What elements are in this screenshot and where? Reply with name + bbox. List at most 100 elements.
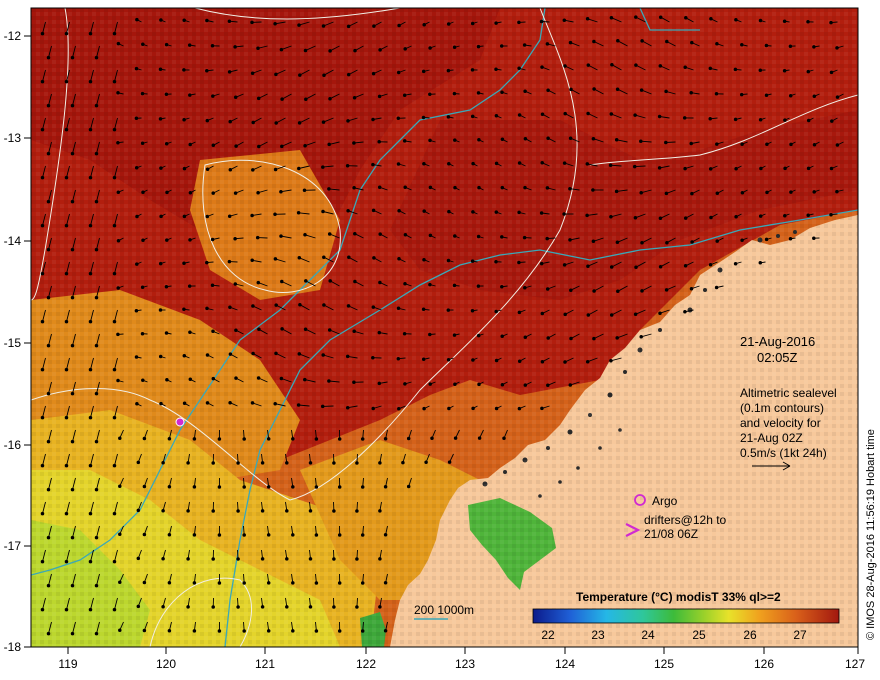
velocity-vector <box>641 89 652 95</box>
velocity-vector-head <box>88 175 93 180</box>
velocity-vector-head <box>46 151 51 156</box>
velocity-vector-head <box>476 284 481 288</box>
velocity-vector <box>593 88 604 95</box>
velocity-vector-head <box>585 213 589 218</box>
velocity-vector-head <box>94 55 99 60</box>
velocity-vector-head <box>639 190 643 195</box>
velocity-vector-head <box>64 223 69 228</box>
velocity-vector <box>96 141 100 154</box>
velocity-vector-head <box>634 63 638 67</box>
velocity-vector-head <box>608 163 613 167</box>
velocity-vector <box>275 117 286 124</box>
velocity-vector-head <box>371 117 375 122</box>
velocity-vector-head <box>378 557 382 561</box>
velocity-vector-head <box>352 95 357 100</box>
velocity-vector-head <box>136 604 141 609</box>
velocity-vector-head <box>523 286 527 290</box>
velocity-vector <box>72 621 76 634</box>
velocity-vector-head <box>353 279 357 284</box>
velocity-vector-head <box>228 119 232 124</box>
legend-line: 0.5m/s (1kt 24h) <box>740 446 827 460</box>
velocity-vector-head <box>142 628 147 633</box>
velocity-vector-head <box>266 533 271 537</box>
velocity-vector <box>304 234 316 239</box>
velocity-vector-head <box>337 485 342 489</box>
velocity-vector-head <box>266 437 271 441</box>
velocity-vector-head <box>332 461 336 465</box>
velocity-vector-head <box>291 437 295 441</box>
velocity-vector-head <box>228 400 232 405</box>
velocity-vector <box>610 213 622 218</box>
velocity-vector-head <box>40 319 45 324</box>
velocity-vector <box>617 40 628 47</box>
velocity-vector-head <box>539 19 544 24</box>
velocity-vector-head <box>758 68 763 72</box>
velocity-vector-head <box>640 289 644 293</box>
velocity-vector-head <box>210 237 215 242</box>
velocity-vector-head <box>835 189 839 194</box>
velocity-vector-head <box>640 241 644 245</box>
velocity-vector <box>593 138 604 143</box>
velocity-vector-head <box>46 391 51 396</box>
velocity-vector-head <box>308 557 313 561</box>
velocity-vector <box>593 333 604 340</box>
velocity-vector-head <box>46 199 51 204</box>
velocity-vector-head <box>88 223 93 228</box>
velocity-vector-head <box>328 96 332 101</box>
velocity-vector-head <box>337 533 342 537</box>
velocity-vector <box>635 309 646 315</box>
velocity-vector-head <box>657 114 662 119</box>
velocity-vector-head <box>568 383 573 387</box>
velocity-vector-head <box>332 605 336 609</box>
velocity-vector-head <box>236 461 240 465</box>
velocity-vector-head <box>159 18 163 22</box>
velocity-vector-head <box>346 119 350 123</box>
velocity-vector-head <box>739 92 744 97</box>
velocity-vector-head <box>715 239 719 243</box>
velocity-vector-head <box>545 287 550 291</box>
velocity-vector-head <box>40 175 45 180</box>
velocity-vector-head <box>64 127 69 132</box>
velocity-vector-head <box>112 271 117 276</box>
velocity-vector-head <box>298 73 302 77</box>
velocity-vector-head <box>236 557 240 561</box>
velocity-vector-head <box>494 358 499 363</box>
velocity-vector <box>616 139 628 143</box>
velocity-vector-head <box>586 111 590 116</box>
velocity-vector-head <box>46 55 51 60</box>
velocity-vector-head <box>285 509 289 513</box>
velocity-vector-head <box>740 142 744 146</box>
velocity-vector-head <box>471 210 475 214</box>
velocity-vector-head <box>135 262 139 266</box>
velocity-vector <box>42 117 46 130</box>
velocity-vector-head <box>522 43 527 47</box>
velocity-vector-head <box>683 264 688 268</box>
sst-texture <box>31 8 858 647</box>
velocity-vector-head <box>428 332 432 337</box>
velocity-vector-head <box>251 168 255 172</box>
velocity-vector-head <box>371 305 376 309</box>
velocity-vector-head <box>664 191 669 196</box>
velocity-vector-head <box>352 380 356 385</box>
velocity-vector-head <box>347 255 351 260</box>
velocity-vector-head <box>274 121 278 125</box>
velocity-vector <box>114 501 118 514</box>
velocity-vector-head <box>422 162 426 166</box>
y-axis: -12 -13 -14 -15 -16 -17 -18 <box>4 29 31 654</box>
velocity-vector-head <box>321 165 325 169</box>
colorbar-tick: 26 <box>743 628 757 642</box>
velocity-vector <box>634 114 646 119</box>
velocity-vector <box>329 329 340 335</box>
velocity-vector <box>72 573 76 586</box>
velocity-vector-head <box>297 166 301 171</box>
velocity-vector-head <box>345 405 350 410</box>
velocity-vectors <box>40 15 844 636</box>
velocity-vector-head <box>682 116 687 120</box>
velocity-vector-head <box>274 303 278 307</box>
velocity-vector-head <box>164 142 169 146</box>
velocity-vector <box>42 549 46 562</box>
velocity-vector-head <box>428 282 432 287</box>
velocity-vector-head <box>322 73 326 77</box>
velocity-vector <box>42 453 46 466</box>
velocity-vector-head <box>273 257 278 261</box>
